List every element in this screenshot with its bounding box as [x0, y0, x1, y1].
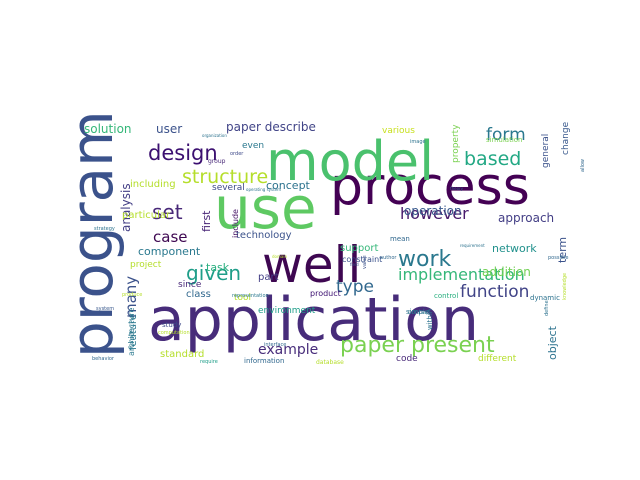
cloud-word-first: first [200, 210, 213, 232]
cloud-word-term: term [556, 237, 569, 263]
cloud-word-control: control [434, 292, 458, 300]
cloud-word-based: based [464, 148, 521, 170]
cloud-word-solution: solution [84, 122, 132, 136]
cloud-word-requirement: requirement [460, 243, 485, 248]
cloud-word-knowledge: knowledge [562, 273, 568, 300]
cloud-word-within: within [426, 309, 434, 330]
cloud-word-order: order [230, 151, 244, 157]
cloud-word-context: context [408, 309, 431, 316]
cloud-word-part: part [258, 272, 279, 283]
cloud-word-system: system [96, 306, 114, 312]
cloud-word-general: general [541, 134, 551, 168]
cloud-word-class: class [186, 289, 211, 300]
cloud-word-study: study [162, 321, 181, 329]
cloud-word-example: example [258, 342, 318, 358]
cloud-word-object: object [546, 325, 559, 360]
cloud-word-including: including [130, 179, 176, 190]
cloud-word-operating-system: operating system [246, 187, 281, 192]
cloud-word-implementation: implementation [398, 265, 525, 284]
cloud-word-many: many [122, 276, 140, 318]
cloud-word-project: project [130, 260, 162, 270]
cloud-word-however: however [400, 204, 469, 223]
cloud-word-operation: operation [404, 204, 462, 218]
cloud-word-task: task [206, 261, 230, 274]
cloud-word-support: support [340, 243, 378, 254]
cloud-word-include: include [231, 209, 240, 238]
cloud-word-theory: theory [450, 186, 464, 191]
cloud-word-strategy: strategy [94, 226, 115, 232]
cloud-word-simple: simple [406, 308, 429, 316]
cloud-word-image: image [410, 139, 426, 145]
cloud-word-organization: organization [202, 133, 227, 138]
cloud-word-architecture: architecture [127, 308, 136, 356]
cloud-word-particular: particular [122, 210, 171, 221]
cloud-word-case: case [153, 228, 187, 246]
cloud-word-addition: addition [482, 265, 531, 279]
cloud-word-well: well [262, 236, 361, 294]
cloud-word-different: different [478, 354, 517, 364]
cloud-word-interface: interface [264, 342, 286, 348]
cloud-word-paper-present: paper present [340, 333, 495, 358]
cloud-word-product: product [310, 289, 341, 298]
cloud-word-concept: concept [266, 179, 311, 192]
cloud-word-work: work [398, 247, 451, 272]
cloud-word-environment: environment [258, 306, 316, 316]
cloud-word-process: process [330, 157, 530, 217]
cloud-word-given: given [186, 261, 241, 285]
cloud-word-feature: feature [128, 314, 139, 350]
cloud-word-function: function [460, 282, 529, 302]
cloud-word-network: network [492, 242, 537, 255]
cloud-word-technology: technology [236, 230, 292, 241]
cloud-word-group: group [208, 158, 226, 165]
cloud-word-possible: possible [548, 255, 568, 261]
cloud-word-user: user [156, 122, 182, 136]
cloud-word-require: require [200, 359, 218, 365]
cloud-word-representation: representation [232, 293, 269, 299]
cloud-word-design: design [148, 141, 218, 165]
cloud-word-program: program [58, 110, 126, 358]
cloud-word-produce: produce [122, 292, 142, 298]
cloud-word-property: property [451, 124, 461, 163]
cloud-word-computation: computation [158, 330, 190, 336]
cloud-word-model: model [266, 130, 434, 193]
cloud-word-behavior: behavior [92, 356, 115, 362]
cloud-word-simulation: simulation [486, 136, 523, 144]
cloud-word-information: information [244, 357, 284, 365]
cloud-word-several: several [212, 183, 245, 193]
cloud-word-field: field [350, 262, 359, 267]
cloud-word-define: define [544, 300, 550, 316]
cloud-word-type: type [336, 277, 374, 297]
cloud-word-allow: allow [580, 159, 586, 172]
cloud-word-since: since [178, 280, 202, 290]
cloud-word-component: component [138, 245, 201, 258]
cloud-word-code: code [396, 354, 418, 364]
cloud-word-value: value [362, 255, 368, 269]
cloud-word-database: database [316, 359, 344, 366]
cloud-word-even: even [242, 141, 264, 151]
cloud-word-approach: approach [498, 211, 554, 225]
cloud-word-tool: tool [234, 293, 251, 303]
cloud-word-mean: mean [390, 235, 410, 243]
cloud-word-standard: standard [160, 349, 204, 360]
cloud-word-paper-describe: paper describe [226, 120, 316, 134]
cloud-word-structure: structure [182, 166, 268, 188]
cloud-word-dynamic: dynamic [530, 294, 560, 302]
cloud-word-application: application [148, 285, 479, 355]
cloud-word-set: set [152, 200, 183, 224]
cloud-word-various: various [382, 126, 415, 136]
cloud-word-domain: domain [272, 254, 287, 259]
cloud-word-use: use [214, 174, 317, 242]
cloud-word-change: change [561, 121, 571, 155]
cloud-word-constraint: constraint [342, 255, 382, 264]
cloud-word-form: form [486, 125, 526, 145]
cloud-word-analysis: analysis [119, 183, 133, 232]
cloud-word-author: author [380, 255, 397, 261]
